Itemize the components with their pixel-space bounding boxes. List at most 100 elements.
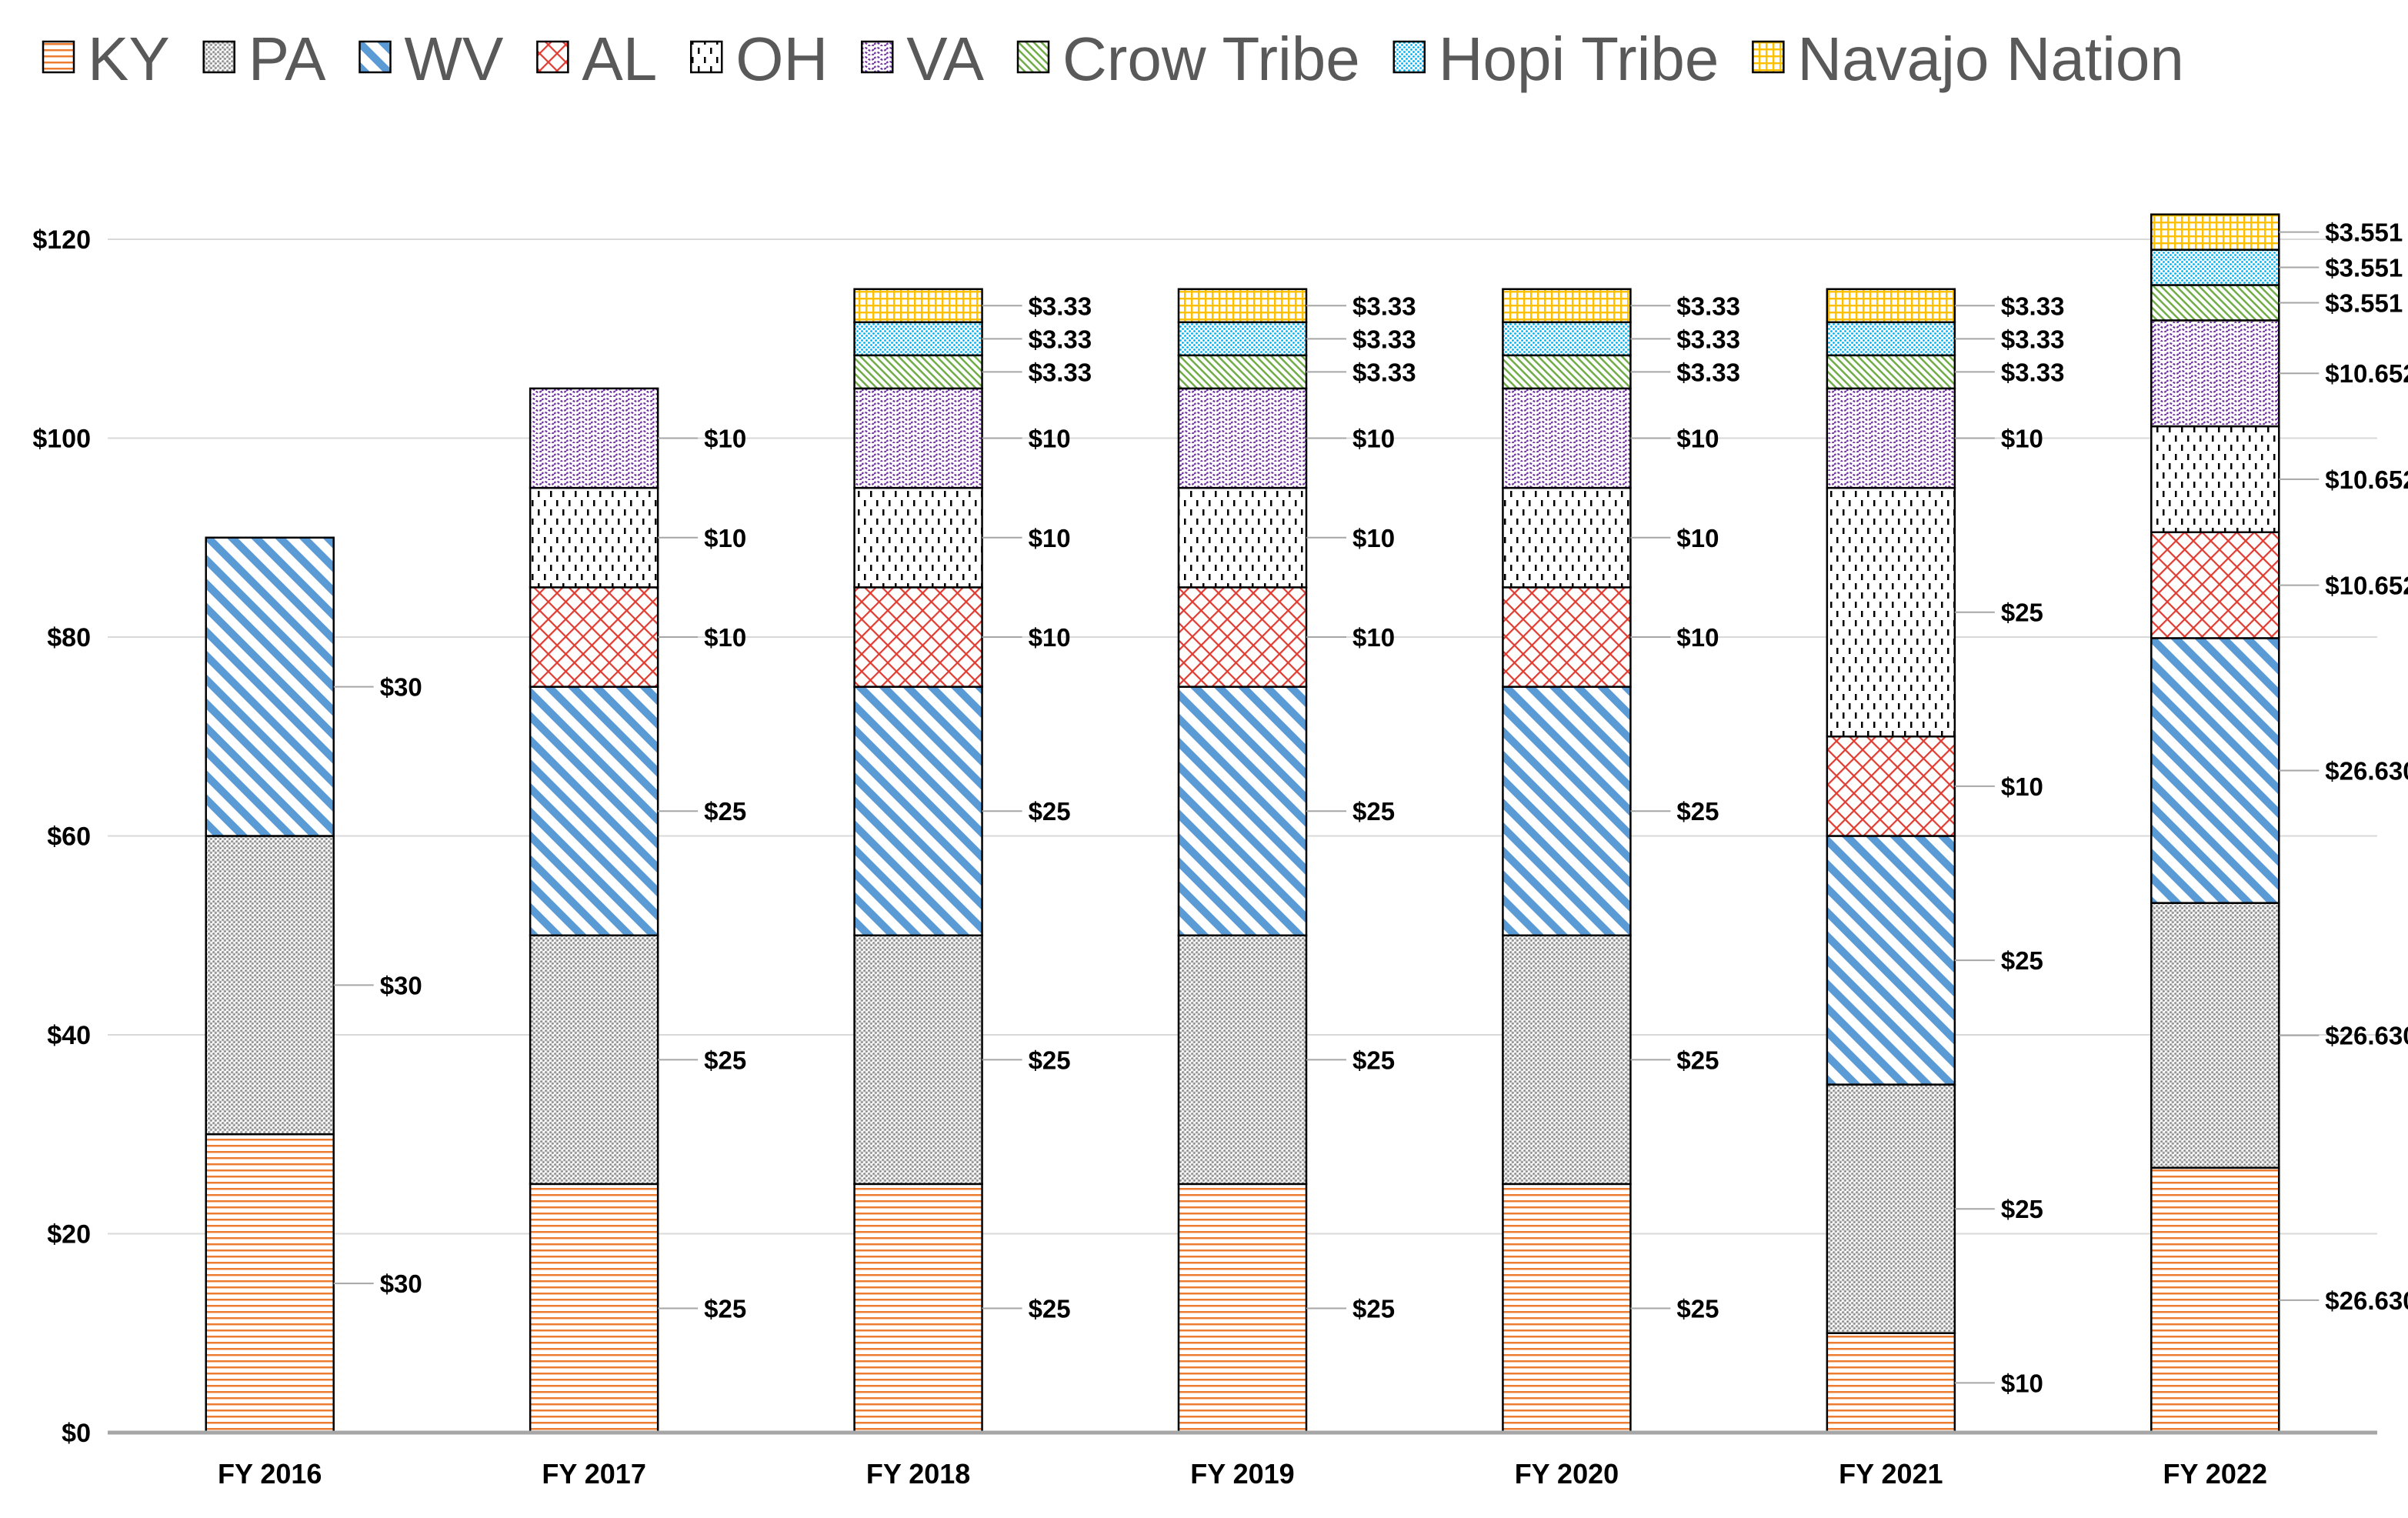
legend-item-hopi-tribe: Hopi Tribe	[1392, 25, 1719, 93]
legend-swatch	[42, 40, 75, 74]
bar-segment-navajo-nation	[1502, 288, 1632, 324]
data-label-ky: $10	[2001, 1369, 2043, 1397]
data-label-crow-tribe: $3.33	[1676, 358, 1740, 386]
data-label-navajo-nation: $3.33	[1352, 292, 1416, 320]
legend-swatch	[536, 40, 569, 74]
bar-segment-ky	[2150, 1166, 2280, 1434]
y-tick-label: $80	[47, 623, 91, 652]
data-label-pa: $25	[1676, 1046, 1719, 1074]
bar-segment-al	[1826, 736, 1956, 837]
data-label-al: $10	[704, 623, 746, 652]
bar-segment-navajo-nation	[1826, 288, 1956, 324]
data-label-oh: $10	[1029, 524, 1071, 552]
bar-fy-2019	[1177, 288, 1308, 1434]
data-label-al: $10	[1352, 623, 1395, 652]
data-label-hopi-tribe: $3.33	[2001, 325, 2065, 353]
y-tick-label: $100	[32, 425, 91, 454]
bar-segment-al	[2150, 531, 2280, 639]
bar-segment-wv	[1502, 686, 1632, 936]
data-label-wv: $25	[1352, 797, 1395, 826]
data-label-oh: $10	[704, 524, 746, 552]
bar-segment-navajo-nation	[1177, 288, 1308, 324]
data-label-al: $10	[2001, 772, 2043, 801]
bar-segment-va	[1826, 387, 1956, 489]
y-tick-label: $60	[47, 822, 91, 852]
bar-segment-ky	[1502, 1183, 1632, 1434]
x-tick-label: FY 2019	[1190, 1458, 1294, 1490]
x-tick-label: FY 2022	[2163, 1458, 2267, 1490]
bar-segment-crow-tribe	[1502, 354, 1632, 390]
bar-fy-2017	[529, 387, 659, 1434]
bar-segment-ky	[529, 1183, 659, 1434]
bars	[205, 213, 2280, 1434]
bar-segment-oh	[2150, 425, 2280, 533]
bar-segment-hopi-tribe	[2150, 249, 2280, 286]
data-label-crow-tribe: $3.551	[2325, 289, 2403, 317]
data-label-hopi-tribe: $3.33	[1352, 325, 1416, 353]
bar-segment-navajo-nation	[853, 288, 983, 324]
data-label-navajo-nation: $3.33	[2001, 292, 2065, 320]
legend-item-wv: WV	[359, 25, 504, 93]
bar-segment-wv	[1826, 835, 1956, 1086]
data-label-pa: $25	[1029, 1046, 1071, 1074]
x-tick-label: FY 2016	[218, 1458, 322, 1490]
bar-segment-pa	[853, 934, 983, 1186]
data-label-oh: $10	[1676, 524, 1719, 552]
data-label-wv: $30	[380, 673, 422, 702]
bar-segment-hopi-tribe	[1502, 321, 1632, 357]
data-label-va: $10.652	[2325, 359, 2408, 388]
legend: KY PA WV AL OH VA Crow Tribe Hopi Tribe Navajo N…	[42, 25, 2184, 93]
legend-swatch	[1392, 40, 1426, 74]
y-tick-label: $20	[47, 1220, 91, 1249]
data-labels: $30 $30 $30 $25 $25 $25 $10 $10 $10 $25 $25 $25 $10 $…	[333, 219, 2408, 1397]
y-tick-label: $120	[32, 225, 91, 255]
data-label-oh: $10.652	[2325, 465, 2408, 494]
bar-segment-oh	[1177, 486, 1308, 589]
bar-segment-hopi-tribe	[1826, 321, 1956, 357]
bar-segment-wv	[1177, 686, 1308, 936]
bar-segment-va	[1502, 387, 1632, 489]
legend-swatch	[860, 40, 894, 74]
bar-segment-pa	[529, 934, 659, 1186]
data-label-pa: $25	[2001, 1195, 2043, 1223]
y-tick-label: $0	[62, 1419, 91, 1448]
data-label-pa: $30	[380, 971, 422, 999]
data-label-navajo-nation: $3.33	[1029, 292, 1092, 320]
bar-segment-navajo-nation	[2150, 213, 2280, 251]
bar-segment-oh	[853, 486, 983, 589]
data-label-hopi-tribe: $3.33	[1029, 325, 1092, 353]
data-label-hopi-tribe: $3.33	[1676, 325, 1740, 353]
x-tick-label: FY 2017	[542, 1458, 645, 1490]
bar-segment-va	[529, 387, 659, 489]
data-label-va: $10	[704, 425, 746, 453]
x-tick-label: FY 2018	[866, 1458, 970, 1490]
legend-label: AL	[582, 25, 657, 93]
bar-segment-crow-tribe	[1177, 354, 1308, 390]
bar-segment-crow-tribe	[2150, 284, 2280, 322]
y-tick-label: $40	[47, 1021, 91, 1050]
legend-label: Hopi Tribe	[1439, 25, 1719, 93]
bar-segment-va	[2150, 319, 2280, 428]
legend-label: Navajo Nation	[1797, 25, 2184, 93]
legend-swatch	[1016, 40, 1050, 74]
bar-segment-wv	[2150, 637, 2280, 904]
bar-segment-pa	[1177, 934, 1308, 1186]
data-label-va: $10	[1676, 425, 1719, 453]
legend-item-pa: PA	[202, 25, 326, 93]
bar-segment-ky	[1177, 1183, 1308, 1434]
bar-segment-va	[1177, 387, 1308, 489]
legend-swatch	[1752, 40, 1785, 74]
y-axis: $0 $20 $40 $60 $80 $100 $120	[32, 225, 91, 1448]
data-label-va: $10	[1352, 425, 1395, 453]
data-label-crow-tribe: $3.33	[1029, 358, 1092, 386]
data-label-pa: $25	[1352, 1046, 1395, 1074]
data-label-va: $10	[2001, 425, 2043, 453]
legend-item-navajo-nation: Navajo Nation	[1752, 25, 2184, 93]
bar-segment-pa	[1502, 934, 1632, 1186]
data-label-wv: $25	[2001, 946, 2043, 975]
data-label-al: $10	[1029, 623, 1071, 652]
legend-item-oh: OH	[689, 25, 828, 93]
data-label-ky: $25	[1352, 1294, 1395, 1323]
legend-swatch	[359, 40, 392, 74]
